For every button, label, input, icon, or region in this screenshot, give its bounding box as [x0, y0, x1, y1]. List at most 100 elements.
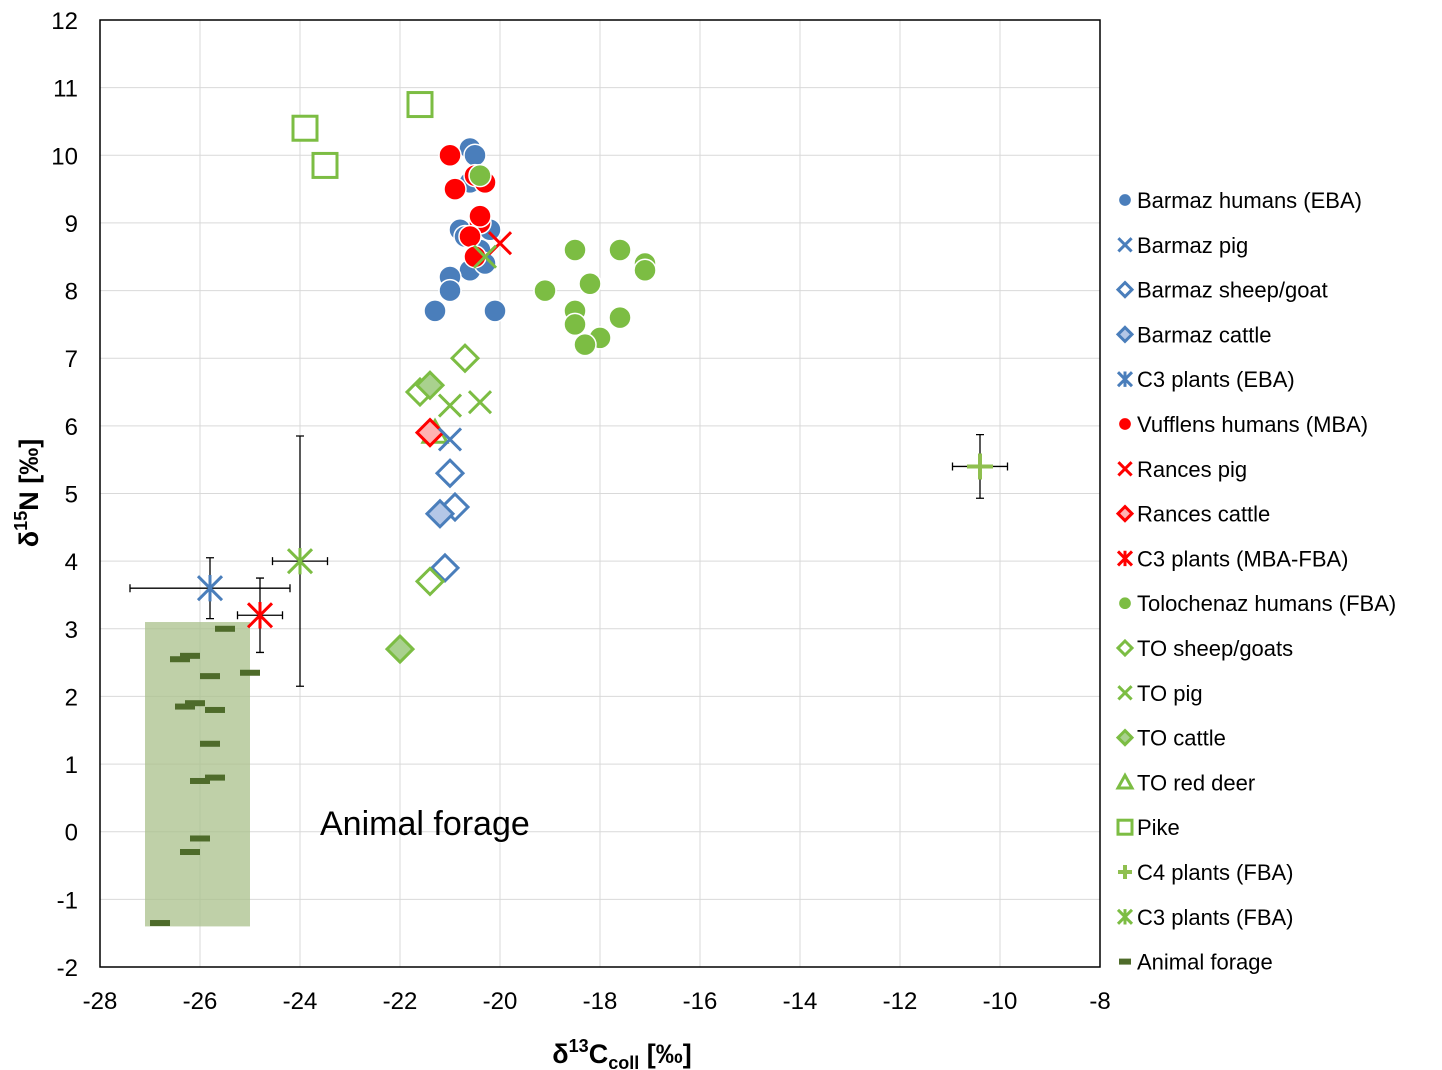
legend-marker [1117, 237, 1133, 253]
legend-marker [1115, 280, 1135, 299]
legend-item: Barmaz humans (EBA) [1117, 188, 1362, 213]
y-tick-label: 7 [65, 346, 78, 373]
data-point [384, 633, 416, 665]
legend-marker [1115, 728, 1135, 747]
legend-marker [1117, 595, 1133, 611]
data-point [563, 312, 587, 337]
y-tick-label: 10 [51, 143, 78, 170]
legend-item: Vufflens humans (MBA) [1117, 412, 1368, 437]
data-point [429, 552, 461, 584]
legend-marker [1117, 416, 1133, 432]
x-tick-label: -18 [583, 988, 618, 1015]
legend-label: C3 plants (MBA-FBA) [1137, 546, 1349, 571]
legend-label: Rances cattle [1137, 502, 1270, 527]
legend-label: C3 plants (EBA) [1137, 367, 1295, 392]
legend-item: TO pig [1117, 681, 1203, 706]
data-point [406, 91, 434, 119]
legend-item: Tolochenaz humans (FBA) [1117, 591, 1396, 616]
legend-item: TO cattle [1115, 726, 1226, 751]
legend-item: C3 plants (MBA-FBA) [1116, 546, 1349, 571]
data-point [443, 177, 467, 201]
legend-marker [1115, 638, 1135, 658]
data-point [175, 703, 195, 710]
legend-marker [1116, 908, 1134, 925]
data-point [437, 393, 463, 418]
legend-marker [1117, 461, 1133, 477]
x-tick-label: -14 [783, 988, 818, 1015]
data-point [196, 575, 224, 602]
legend-item: C4 plants (FBA) [1118, 860, 1294, 885]
legend-label: TO cattle [1137, 726, 1226, 751]
legend-label: C4 plants (FBA) [1137, 860, 1294, 885]
legend-item: Rances cattle [1115, 502, 1270, 527]
legend-item: Barmaz sheep/goat [1115, 278, 1328, 303]
legend-marker [1118, 865, 1132, 879]
legend-item: TO sheep/goats [1115, 636, 1293, 661]
legend-item: Rances pig [1117, 457, 1247, 482]
data-point [437, 427, 463, 452]
data-point [205, 774, 225, 781]
data-point [608, 305, 632, 330]
animal-forage-region [145, 622, 250, 927]
x-tick-label: -24 [283, 988, 318, 1015]
plot-area [99, 19, 1101, 968]
legend-label: C3 plants (FBA) [1137, 905, 1294, 930]
data-point [414, 417, 446, 448]
y-tick-label: 6 [65, 414, 78, 441]
x-tick-label: -12 [883, 988, 918, 1015]
data-point [150, 920, 170, 927]
data-point [438, 278, 462, 303]
legend-label: Barmaz cattle [1137, 322, 1272, 347]
y-tick-label: -2 [57, 955, 78, 982]
legend-marker [1117, 192, 1133, 208]
y-tick-label: 12 [51, 8, 78, 35]
data-point [215, 625, 235, 632]
data-point [533, 278, 557, 303]
data-point [200, 740, 220, 747]
legend-label: TO pig [1137, 681, 1203, 706]
data-point [449, 343, 481, 374]
x-tick-label: -20 [483, 988, 518, 1015]
legend-item: Barmaz cattle [1115, 322, 1272, 347]
data-point [608, 238, 632, 262]
data-point [578, 272, 602, 296]
y-tick-label: 8 [65, 279, 78, 306]
data-point [286, 547, 314, 575]
data-point [414, 566, 446, 597]
legend-label: Barmaz pig [1137, 233, 1248, 258]
data-point [458, 224, 482, 249]
data-point [563, 238, 587, 262]
error-bars [129, 434, 1009, 687]
data-point [205, 706, 225, 713]
y-tick-label: 5 [65, 482, 78, 509]
data-point [180, 849, 200, 856]
legend-marker [1116, 371, 1134, 388]
data-point [291, 114, 319, 142]
y-tick-label: 3 [65, 617, 78, 644]
y-tick-label: 2 [65, 684, 78, 711]
data-point [246, 602, 274, 629]
data-point [185, 700, 205, 707]
data-point [200, 673, 220, 680]
data-point [468, 204, 492, 228]
data-point [472, 244, 498, 269]
legend-marker [1115, 772, 1135, 790]
y-tick-label: 9 [65, 211, 78, 238]
data-point [573, 332, 597, 357]
legend-label: Barmaz sheep/goat [1137, 278, 1328, 303]
y-tick-label: 11 [53, 76, 78, 103]
legend-item: C3 plants (EBA) [1116, 367, 1295, 392]
data-point [423, 299, 447, 323]
data-point [483, 299, 507, 323]
data-point [633, 258, 657, 283]
data-point [414, 370, 446, 401]
y-tick-label: -1 [57, 887, 78, 914]
data-point [180, 652, 200, 659]
x-tick-label: -10 [983, 988, 1018, 1015]
legend-marker [1117, 685, 1133, 701]
data-point [463, 245, 487, 269]
legend-item: C3 plants (FBA) [1116, 905, 1294, 930]
legend-label: TO sheep/goats [1137, 636, 1293, 661]
legend-marker [1115, 504, 1135, 523]
